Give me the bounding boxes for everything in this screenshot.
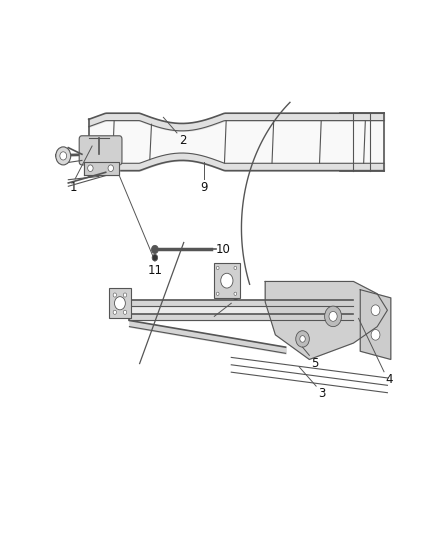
Circle shape — [88, 165, 93, 172]
Text: 3: 3 — [318, 387, 325, 400]
Circle shape — [300, 336, 305, 342]
FancyBboxPatch shape — [79, 136, 122, 165]
Circle shape — [56, 147, 71, 165]
Circle shape — [325, 306, 342, 327]
Circle shape — [60, 152, 67, 160]
Text: 11: 11 — [148, 264, 162, 277]
Circle shape — [113, 310, 117, 314]
Circle shape — [296, 330, 309, 347]
Text: 5: 5 — [311, 358, 318, 370]
Bar — [214, 263, 240, 298]
Text: 2: 2 — [179, 134, 186, 147]
Polygon shape — [84, 161, 119, 175]
Circle shape — [152, 245, 158, 254]
Circle shape — [234, 292, 237, 295]
Circle shape — [113, 293, 117, 297]
Circle shape — [216, 266, 219, 270]
Circle shape — [114, 297, 125, 310]
Circle shape — [152, 254, 158, 261]
Circle shape — [124, 310, 127, 314]
Circle shape — [329, 311, 337, 321]
Text: 9: 9 — [200, 181, 208, 193]
Circle shape — [371, 329, 380, 340]
Polygon shape — [265, 281, 387, 359]
Text: 4: 4 — [386, 373, 393, 385]
Circle shape — [221, 273, 233, 288]
Bar — [109, 288, 131, 318]
Circle shape — [124, 293, 127, 297]
Text: 1: 1 — [70, 181, 77, 194]
Circle shape — [216, 292, 219, 295]
Text: 8: 8 — [231, 290, 239, 303]
Circle shape — [108, 165, 113, 172]
Circle shape — [371, 305, 380, 316]
Text: 10: 10 — [216, 243, 231, 256]
Polygon shape — [360, 290, 391, 359]
Circle shape — [234, 266, 237, 270]
